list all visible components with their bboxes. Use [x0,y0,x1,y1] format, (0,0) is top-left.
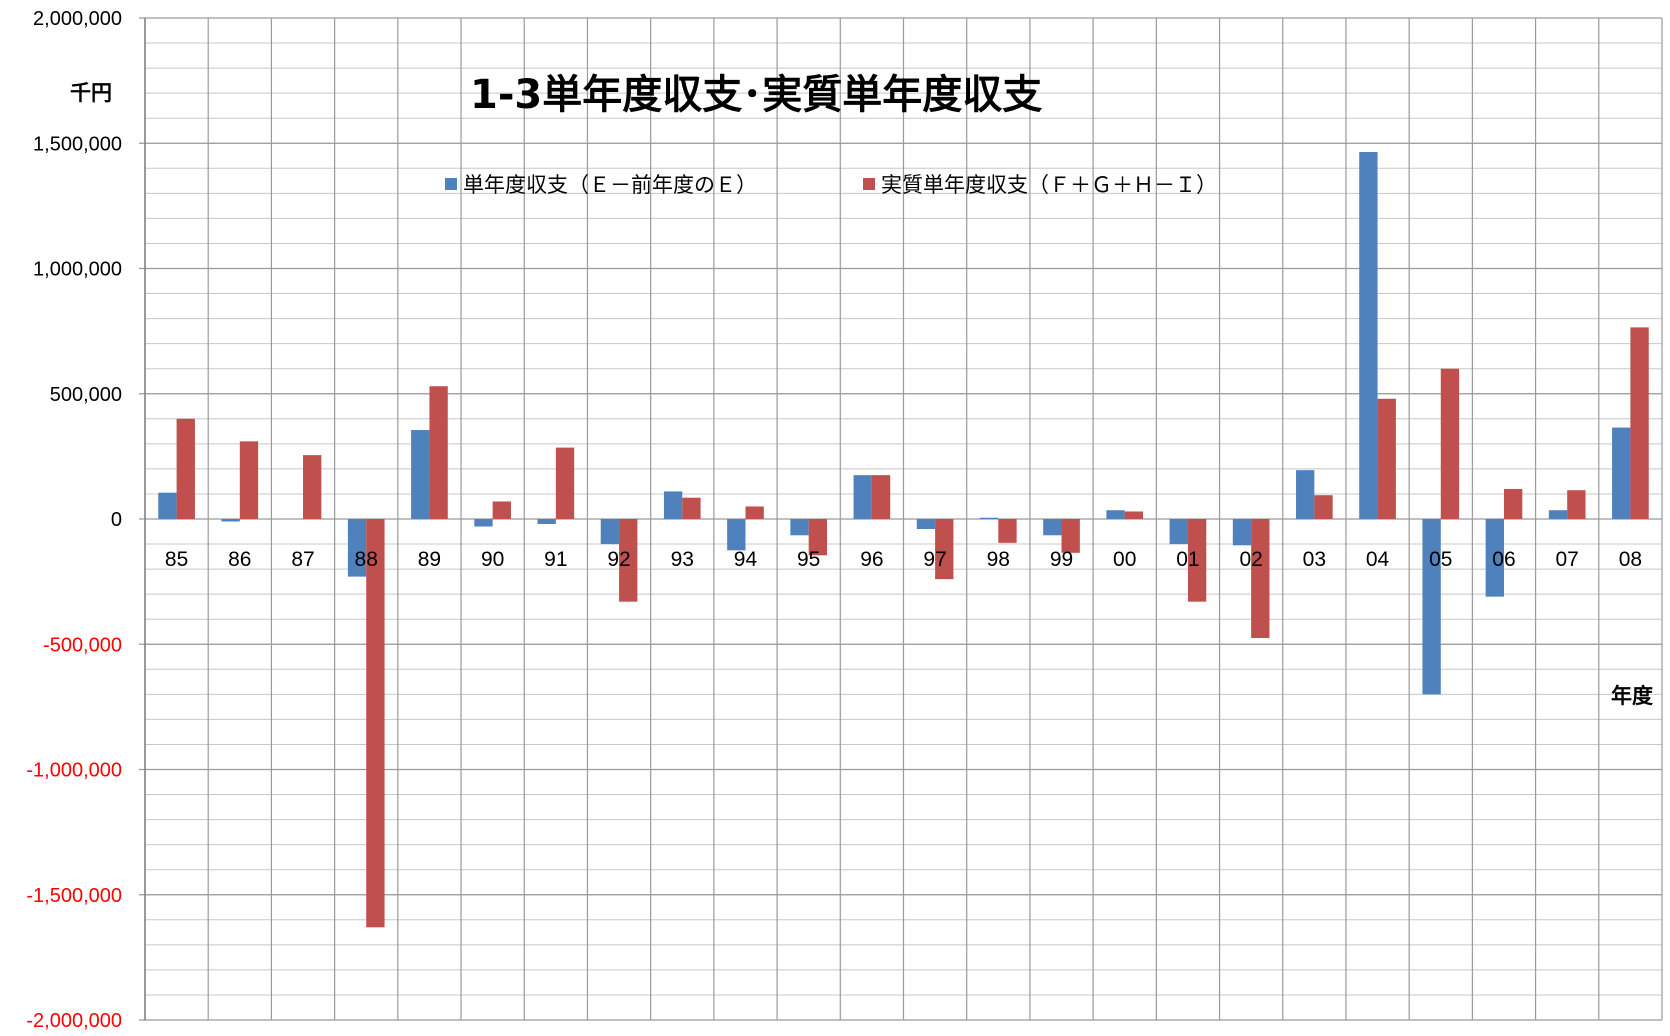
y-axis-unit: 千円 [70,81,112,105]
x-category-label: 02 [1239,548,1262,571]
bar-series-1-96 [853,475,872,519]
x-category-label: 07 [1556,548,1579,571]
x-category-label: 85 [165,548,188,571]
y-tick-label: 500,000 [50,384,122,406]
x-category-label: 94 [734,548,758,571]
bar-series-2-95 [808,519,828,556]
bar-series-2-93 [682,497,701,519]
bar-series-1-92 [600,519,620,545]
bar-series-2-90 [492,501,511,519]
bar-series-2-96 [871,475,891,519]
bar-series-2-85 [176,418,195,519]
x-category-label: 89 [418,548,441,571]
x-category-label: 03 [1303,548,1326,571]
bar-series-2-07 [1567,490,1586,519]
bar-series-1-85 [158,492,177,519]
bar-series-1-90 [474,519,493,527]
bar-series-2-87 [303,455,322,519]
bar-series-2-99 [1061,519,1080,553]
y-tick-label: 1,000,000 [33,259,122,281]
bar-series-1-93 [663,491,683,519]
x-category-label: 95 [797,548,820,571]
chart-title: 1-3単年度収支･実質単年度収支 [470,72,1042,118]
bar-series-2-04 [1377,398,1396,519]
x-category-label: 87 [291,548,314,571]
y-tick-label: 0 [111,509,122,531]
bar-series-1-03 [1296,470,1315,519]
x-category-label: 93 [671,548,694,571]
bar-series-2-89 [429,386,448,519]
y-tick-label: -1,000,000 [26,760,122,782]
bar-series-1-89 [411,430,430,519]
legend-swatch-series-2 [863,178,875,190]
bar-series-2-91 [555,447,575,519]
x-category-label: 86 [228,548,251,571]
bar-series-1-91 [537,519,556,525]
bar-series-2-88 [366,519,385,928]
bar-series-1-95 [790,519,809,536]
bar-series-2-05 [1440,368,1460,519]
bar-series-2-03 [1314,495,1333,519]
legend-swatch-series-1 [445,178,457,190]
bar-series-2-86 [239,441,259,519]
bar-series-1-01 [1169,519,1188,545]
x-category-label: 04 [1366,548,1390,571]
bar-series-1-98 [979,517,999,519]
x-category-label: 00 [1113,548,1136,571]
x-category-label: 06 [1492,548,1515,571]
bar-series-1-08 [1612,427,1631,519]
legend-label-series-1: 単年度収支（Ｅ－前年度のＥ） [463,173,757,197]
bar-series-2-98 [998,519,1017,543]
bar-series-2-06 [1503,488,1523,519]
x-axis-label: 年度 [1611,684,1653,708]
x-category-label: 97 [923,548,946,571]
y-tick-label: 2,000,000 [33,8,122,30]
grid [139,17,1663,1021]
bar-series-1-86 [221,519,240,522]
x-category-label: 96 [860,548,883,571]
x-category-label: 88 [355,548,378,571]
bar-series-1-06 [1485,519,1504,597]
y-tick-label: -500,000 [43,634,122,656]
bar-series-1-05 [1422,519,1441,695]
bar-series-2-01 [1187,519,1207,602]
legend: 単年度収支（Ｅ－前年度のＥ） 実質単年度収支（Ｆ＋Ｇ＋Ｈ－Ｉ） [445,173,1217,197]
bar-series-1-97 [916,519,936,530]
y-tick-label: 1,500,000 [33,133,122,155]
bar-series-2-08 [1630,327,1649,519]
x-category-label: 05 [1429,548,1452,571]
bar-series-1-99 [1043,519,1062,536]
bar-series-1-07 [1548,510,1568,519]
x-category-label: 91 [544,548,567,571]
y-tick-label: -1,500,000 [26,885,122,907]
x-category-label: 99 [1050,548,1073,571]
y-tick-label: -2,000,000 [26,1010,122,1032]
bar-series-2-94 [745,506,764,519]
bar-series-1-02 [1232,519,1252,546]
bars [158,152,1649,928]
x-category-label: 01 [1176,548,1199,571]
x-category-label: 90 [481,548,504,571]
y-axis-ticks: 2,000,000 1,500,000 1,000,000 500,000 0 -500,… [26,8,122,1032]
x-category-label: 08 [1619,548,1642,571]
bar-series-1-04 [1359,152,1378,519]
bar-series-1-94 [727,519,746,551]
bar-series-1-88 [347,519,367,577]
bar-series-1-00 [1106,510,1125,519]
legend-label-series-2: 実質単年度収支（Ｆ＋Ｇ＋Ｈ－Ｉ） [881,173,1217,197]
x-category-label: 92 [607,548,630,571]
x-category-label: 98 [987,548,1010,571]
x-axis-categories: 85 86 87 88 89 90 91 92 93 94 95 96 97 98 99 00 01 02 03 04… [165,548,1642,571]
bar-series-2-97 [935,519,954,580]
bar-series-2-02 [1251,519,1270,638]
bar-series-2-00 [1124,511,1144,519]
bar-series-2-92 [619,519,638,602]
